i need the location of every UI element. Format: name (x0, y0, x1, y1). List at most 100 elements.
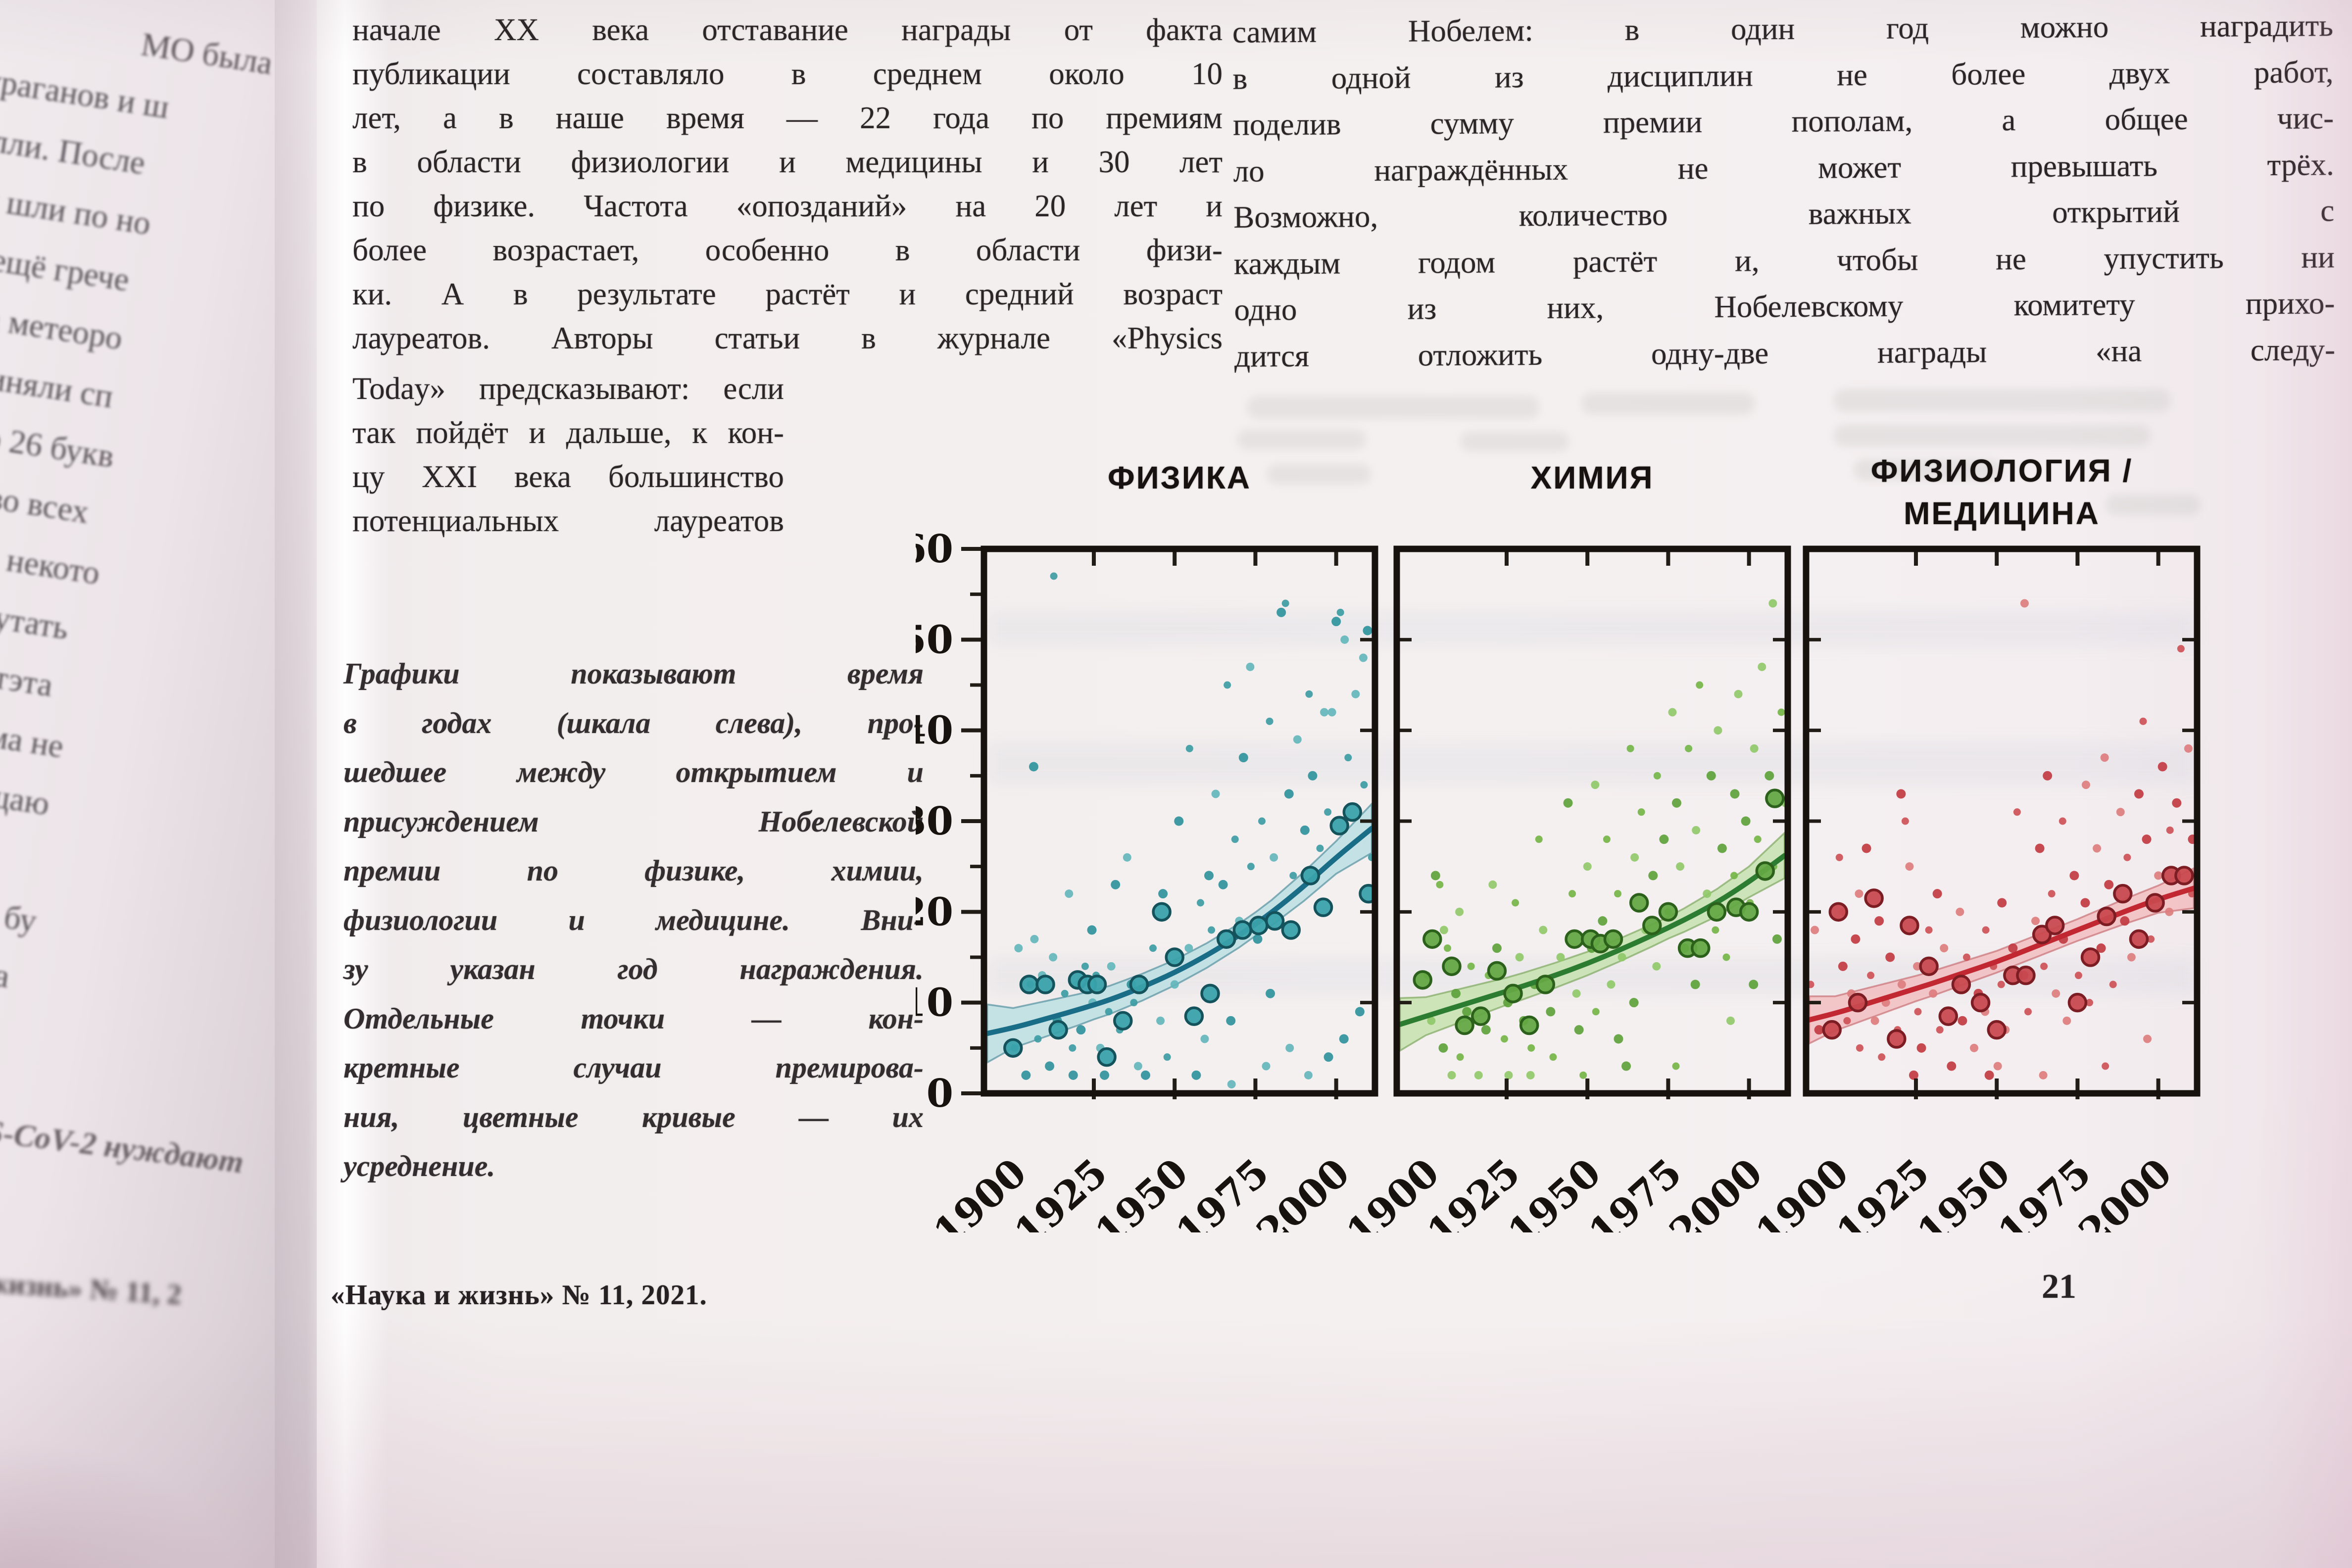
data-point (1874, 916, 1884, 926)
data-point (1672, 1062, 1680, 1070)
data-point (1653, 772, 1661, 780)
data-point (1258, 817, 1266, 825)
data-point (1069, 1044, 1077, 1052)
text-line: так пойдёт и дальше, к кон- (352, 415, 784, 450)
data-point (1262, 1062, 1271, 1071)
data-point (1270, 853, 1278, 862)
data-point (1730, 872, 1738, 880)
text-line: в области физиологии и медицины и 30 лет (352, 145, 1223, 179)
data-point (1629, 998, 1639, 1008)
data-point (1276, 607, 1286, 617)
data-point (1200, 1034, 1209, 1043)
data-point (1021, 1070, 1031, 1080)
data-point (1843, 1017, 1851, 1025)
data-point (1081, 962, 1089, 970)
data-point (1947, 1061, 1957, 1071)
average-point (1690, 938, 1711, 958)
text-line: более возрастает, особенно в области физ… (352, 233, 1223, 267)
average-point (1864, 888, 1884, 908)
average-point (1765, 788, 1785, 808)
data-point (1149, 944, 1157, 952)
data-point (1355, 1007, 1365, 1017)
data-point (1308, 771, 1318, 781)
data-point (1285, 1043, 1294, 1052)
text-line: начале XX века отставание награды от фак… (352, 12, 1223, 47)
data-point (1266, 717, 1274, 725)
data-point (1637, 808, 1645, 816)
text-line: зу указан год награждения. (343, 953, 924, 985)
data-point (1749, 980, 1759, 989)
data-point (1997, 898, 2007, 908)
text-line: ния, цветные кривые — их (343, 1100, 924, 1133)
text-line: шедшее между открытием и (343, 756, 924, 788)
data-point (1030, 934, 1039, 943)
data-point (1512, 899, 1519, 907)
text-line: цу XXI века большинство (352, 459, 784, 494)
data-point (1451, 988, 1461, 998)
data-point (1467, 962, 1475, 970)
text-line: поделив сумму премии пополам, а общее чи… (1232, 100, 2334, 142)
chart-title-medicine-line2: МЕДИЦИНА (1904, 495, 2100, 531)
data-point (1905, 862, 1914, 871)
data-point (1614, 1034, 1623, 1044)
data-point (1360, 781, 1368, 789)
data-point (1913, 962, 1922, 971)
data-point (1668, 708, 1677, 717)
data-point (1539, 926, 1548, 934)
data-point (1621, 1061, 1631, 1071)
nobel-lag-charts-figure: 0 10 20 30 40 50 60 190019251950197520001900192… (916, 527, 2201, 1232)
average-point (1629, 893, 1649, 913)
data-point (1316, 844, 1324, 852)
data-point (1133, 1062, 1142, 1071)
data-point (2081, 781, 2090, 789)
ghost-text-bleed (1247, 396, 1539, 419)
data-point (2024, 1008, 2032, 1016)
data-point (1226, 1016, 1236, 1026)
data-point (1614, 890, 1621, 898)
data-point (2104, 880, 2114, 889)
data-point (1488, 880, 1497, 889)
data-point (1253, 934, 1263, 944)
chart-physics: 010203040506019001925195019752000 (916, 527, 1378, 1232)
data-point (2035, 843, 2045, 853)
data-point (1901, 817, 1909, 825)
data-point (2031, 917, 2040, 926)
average-point (1828, 902, 1849, 922)
data-point (1626, 744, 1634, 752)
data-point (1034, 1035, 1042, 1043)
data-point (1659, 834, 1669, 844)
average-point (1048, 1020, 1068, 1040)
average-point (1603, 929, 1623, 949)
data-point (1049, 953, 1058, 962)
text-line: Today» предсказывают: если (352, 371, 784, 406)
data-point (1690, 980, 1700, 989)
data-point (1293, 735, 1302, 744)
average-point (1455, 1015, 1474, 1035)
ghost-text-bleed (1581, 392, 1755, 414)
data-point (1984, 1070, 1994, 1080)
average-point (1987, 1020, 2007, 1040)
data-point (1730, 789, 1740, 799)
y-axis-label: 60 (916, 527, 953, 572)
y-axis-label: 30 (916, 799, 953, 844)
ghost-text-bleed (1460, 432, 1569, 451)
data-point (1652, 962, 1661, 971)
average-point (1951, 975, 1971, 994)
data-point (2096, 943, 2106, 953)
data-point (2157, 762, 2167, 772)
average-point (1535, 975, 1556, 994)
data-point (1111, 880, 1121, 889)
average-point (1503, 983, 1523, 1004)
average-point (1938, 1006, 1959, 1026)
data-point (1726, 1016, 1735, 1025)
data-point (1870, 1016, 1879, 1025)
data-point (1878, 1053, 1886, 1061)
average-point (1342, 802, 1363, 822)
data-point (1997, 980, 2005, 988)
data-point (2165, 907, 2174, 916)
data-point (1856, 1044, 1863, 1052)
chart-title-physics: ФИЗИКА (1108, 460, 1251, 495)
data-point (1598, 916, 1608, 926)
y-axis-label: 20 (916, 889, 953, 934)
data-point (1962, 953, 1970, 961)
